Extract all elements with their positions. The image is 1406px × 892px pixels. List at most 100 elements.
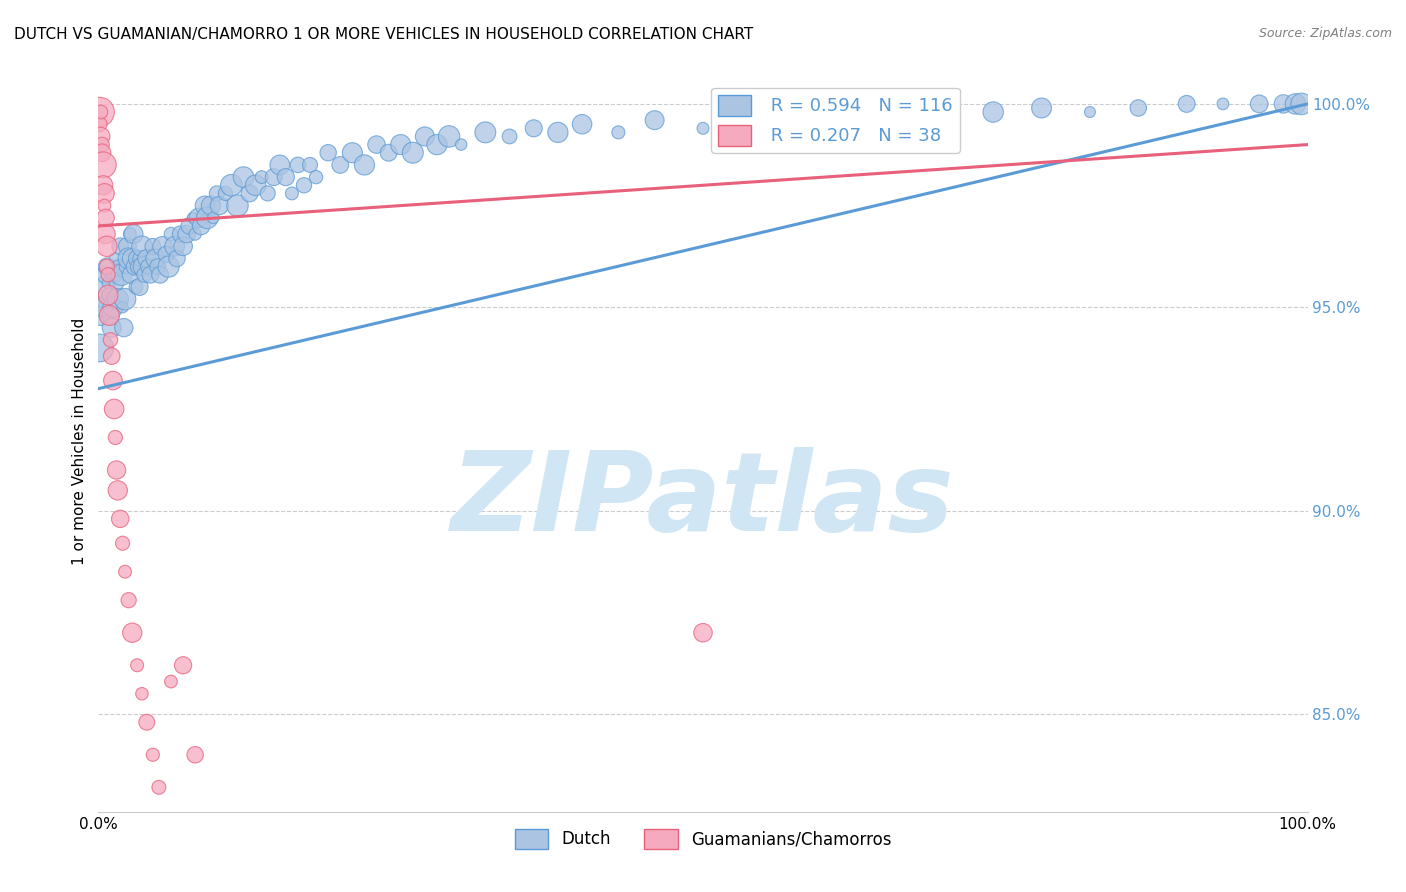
Y-axis label: 1 or more Vehicles in Household: 1 or more Vehicles in Household bbox=[72, 318, 87, 566]
Point bbox=[118, 252, 141, 266]
Point bbox=[239, 186, 262, 201]
Point bbox=[205, 186, 228, 201]
Point bbox=[498, 129, 520, 144]
Point bbox=[131, 239, 153, 253]
Point bbox=[426, 137, 449, 152]
Point bbox=[111, 536, 134, 550]
Point bbox=[402, 145, 425, 160]
Point bbox=[96, 260, 118, 274]
Point bbox=[886, 105, 908, 120]
Point bbox=[93, 186, 115, 201]
Point bbox=[571, 117, 593, 131]
Point bbox=[214, 186, 236, 201]
Point bbox=[981, 105, 1004, 120]
Point bbox=[256, 186, 278, 201]
Point bbox=[232, 170, 254, 185]
Point bbox=[121, 252, 143, 266]
Point bbox=[117, 239, 139, 253]
Point bbox=[107, 483, 129, 498]
Point bbox=[195, 211, 218, 225]
Point bbox=[127, 658, 149, 673]
Point bbox=[125, 280, 148, 294]
Point bbox=[166, 252, 188, 266]
Point bbox=[450, 137, 472, 152]
Point bbox=[93, 280, 115, 294]
Point bbox=[149, 268, 172, 282]
Point bbox=[547, 125, 569, 139]
Point bbox=[1272, 96, 1295, 111]
Point bbox=[118, 593, 141, 607]
Point bbox=[305, 170, 328, 185]
Point bbox=[181, 211, 204, 225]
Text: ZIPatlas: ZIPatlas bbox=[451, 447, 955, 554]
Point bbox=[1212, 96, 1234, 111]
Point bbox=[692, 625, 714, 640]
Point bbox=[789, 109, 811, 123]
Point bbox=[692, 121, 714, 136]
Point bbox=[100, 320, 122, 334]
Point bbox=[142, 239, 165, 253]
Point bbox=[202, 211, 225, 225]
Point bbox=[1175, 96, 1198, 111]
Point bbox=[148, 780, 170, 795]
Point bbox=[437, 129, 460, 144]
Point bbox=[263, 170, 285, 185]
Point bbox=[94, 227, 117, 241]
Point bbox=[100, 309, 122, 323]
Point bbox=[101, 374, 124, 388]
Point bbox=[128, 280, 150, 294]
Point bbox=[413, 129, 436, 144]
Point bbox=[90, 105, 112, 120]
Legend: Dutch, Guamanians/Chamorros: Dutch, Guamanians/Chamorros bbox=[508, 822, 898, 855]
Point bbox=[474, 125, 496, 139]
Point bbox=[644, 113, 666, 128]
Point bbox=[108, 239, 131, 253]
Point bbox=[100, 349, 122, 363]
Point bbox=[98, 309, 121, 323]
Point bbox=[250, 170, 273, 185]
Point bbox=[89, 117, 111, 131]
Point bbox=[1128, 101, 1150, 115]
Point bbox=[105, 276, 128, 290]
Point bbox=[281, 186, 304, 201]
Point bbox=[523, 121, 546, 136]
Point bbox=[172, 239, 194, 253]
Point bbox=[91, 301, 114, 315]
Point bbox=[103, 402, 125, 417]
Point bbox=[110, 268, 132, 282]
Point bbox=[221, 178, 243, 193]
Point bbox=[129, 252, 152, 266]
Point bbox=[107, 292, 129, 306]
Point bbox=[104, 430, 127, 444]
Point bbox=[187, 211, 209, 225]
Point bbox=[96, 239, 118, 253]
Point bbox=[104, 252, 127, 266]
Point bbox=[837, 113, 859, 128]
Point bbox=[160, 227, 183, 241]
Point bbox=[94, 268, 117, 282]
Point bbox=[97, 288, 120, 302]
Point bbox=[152, 239, 174, 253]
Point bbox=[97, 268, 120, 282]
Point bbox=[114, 292, 136, 306]
Point bbox=[131, 687, 153, 701]
Point bbox=[1284, 96, 1306, 111]
Point bbox=[118, 227, 141, 241]
Point bbox=[120, 268, 142, 282]
Point bbox=[1249, 96, 1271, 111]
Point bbox=[226, 198, 249, 212]
Point bbox=[366, 137, 388, 152]
Point bbox=[292, 178, 315, 193]
Point bbox=[169, 227, 191, 241]
Point bbox=[127, 260, 149, 274]
Point bbox=[179, 219, 201, 233]
Point bbox=[108, 512, 131, 526]
Point bbox=[316, 145, 339, 160]
Point bbox=[607, 125, 630, 139]
Point bbox=[208, 198, 231, 212]
Point bbox=[98, 288, 121, 302]
Point bbox=[160, 674, 183, 689]
Point bbox=[135, 715, 157, 730]
Point bbox=[108, 260, 131, 274]
Point bbox=[90, 129, 112, 144]
